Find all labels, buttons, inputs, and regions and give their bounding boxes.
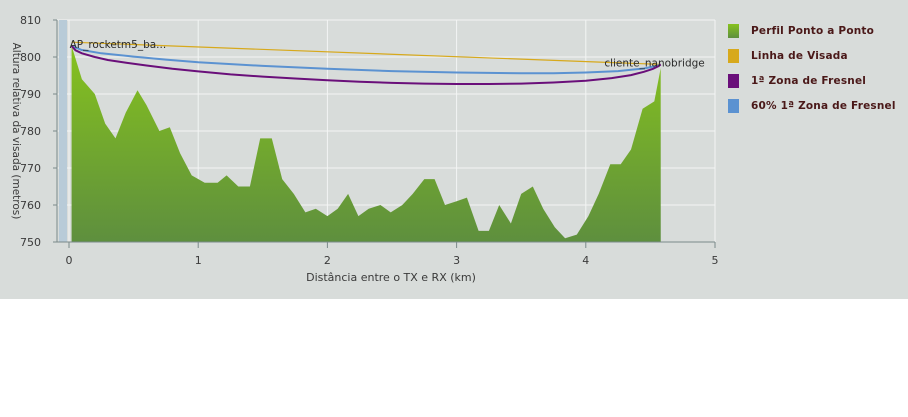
- legend-item-visada[interactable]: Linha de Visada: [728, 43, 896, 68]
- y-axis-label: Altura relativa da visada (metros): [10, 43, 22, 220]
- y-tick-label: 750: [20, 236, 41, 249]
- y-tick-label: 760: [20, 199, 41, 212]
- line-of-sight: [71, 41, 661, 65]
- rx-label: cliente_nanobridge: [604, 57, 704, 69]
- tx-label: AP_rocketm5_ba...: [70, 39, 167, 51]
- y-tick-label: 800: [20, 51, 41, 64]
- y-tick-label: 770: [20, 162, 41, 175]
- legend-label: Linha de Visada: [751, 49, 848, 62]
- legend-swatch-fresnel-60: [728, 98, 739, 113]
- y-tick-label: 810: [20, 14, 41, 27]
- chart-panel: 750 760 770 780 790 800 810 0 1 2 3 4 5 AP_rocketm5_b…: [0, 0, 908, 299]
- x-axis-label: Distância entre o TX e RX (km): [306, 271, 476, 284]
- legend-label: 60% 1ª Zona de Fresnel: [751, 99, 896, 112]
- x-tick-label: 4: [582, 254, 589, 267]
- legend-item-fresnel[interactable]: 1ª Zona de Fresnel: [728, 68, 896, 93]
- x-tick-label: 2: [324, 254, 331, 267]
- legend-swatch-visada: [728, 48, 739, 63]
- tx-tower-bar: [59, 20, 67, 242]
- legend-swatch-fresnel: [728, 73, 739, 88]
- x-tick-label: 1: [195, 254, 202, 267]
- legend-item-perfil[interactable]: Perfil Ponto a Ponto: [728, 18, 896, 43]
- legend-item-fresnel-60[interactable]: 60% 1ª Zona de Fresnel: [728, 93, 896, 118]
- fresnel-60-line: [71, 44, 662, 75]
- x-tick-label: 5: [712, 254, 719, 267]
- fresnel-zone-line: [70, 45, 662, 85]
- y-tick-label: 790: [20, 88, 41, 101]
- legend: Perfil Ponto a Ponto Linha de Visada 1ª …: [728, 18, 896, 118]
- x-tick-label: 3: [453, 254, 460, 267]
- legend-label: Perfil Ponto a Ponto: [751, 24, 875, 37]
- x-tick-label: 0: [66, 254, 73, 267]
- profile-chart: 750 760 770 780 790 800 810 0 1 2 3 4 5 AP_rocketm5_b…: [10, 14, 719, 284]
- y-tick-label: 780: [20, 125, 41, 138]
- legend-label: 1ª Zona de Fresnel: [751, 74, 867, 87]
- terrain-profile-area: [71, 45, 661, 243]
- legend-swatch-perfil: [728, 23, 739, 38]
